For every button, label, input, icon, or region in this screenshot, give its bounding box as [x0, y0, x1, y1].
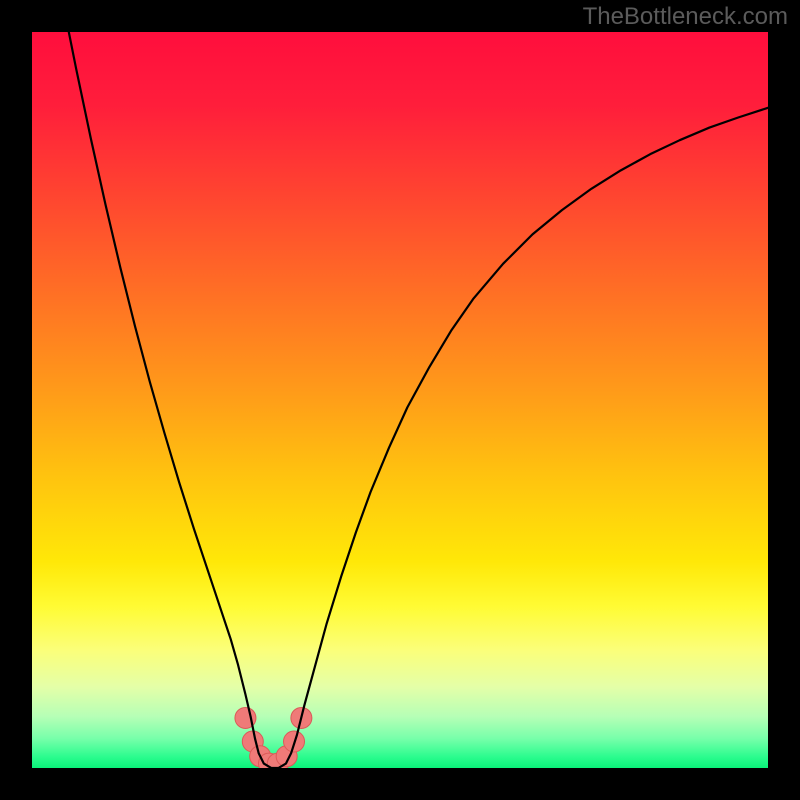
chart-svg [32, 32, 768, 768]
marker-group [235, 707, 312, 768]
plot-area [32, 32, 768, 768]
watermark-text: TheBottleneck.com [583, 3, 788, 31]
bottleneck-curve [69, 32, 768, 768]
